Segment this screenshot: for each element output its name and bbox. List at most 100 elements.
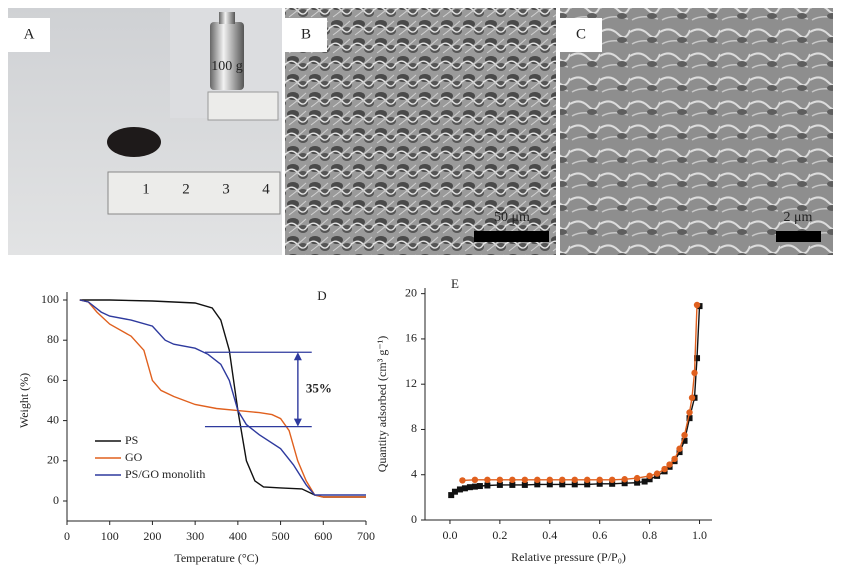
- data-point: [451, 488, 458, 495]
- data-point: [681, 437, 688, 444]
- x-tick-label: 200: [143, 529, 161, 543]
- data-point: [666, 461, 673, 468]
- x-axis-label: Relative pressure (P/P₀): [511, 550, 626, 564]
- y-tick-label: 40: [47, 412, 59, 426]
- data-point: [686, 415, 693, 422]
- data-point: [496, 481, 503, 488]
- legend-label: GO: [125, 450, 143, 464]
- data-point: [484, 476, 491, 484]
- data-point: [633, 474, 641, 482]
- arrow-head: [293, 418, 302, 427]
- y-axis-label: Quantity adsorbed (cm³ g⁻¹): [375, 336, 389, 473]
- data-point: [694, 355, 701, 362]
- data-point: [448, 492, 455, 499]
- y-tick-label: 100: [41, 292, 59, 306]
- x-tick-label: 0.2: [492, 528, 507, 542]
- data-point: [471, 483, 478, 490]
- photo-a: [8, 8, 282, 255]
- y-tick-label: 20: [47, 453, 59, 467]
- data-point: [461, 485, 468, 492]
- series-line: [79, 299, 366, 496]
- data-point: [653, 470, 661, 477]
- data-point: [584, 481, 591, 488]
- arrow-head: [293, 352, 302, 361]
- ruler-number: 1: [142, 181, 150, 197]
- data-point: [671, 455, 678, 463]
- x-tick-label: 100: [101, 529, 119, 543]
- series-line: [462, 304, 698, 482]
- chart-label: E: [451, 276, 459, 291]
- y-tick-label: 16: [405, 331, 417, 345]
- data-point: [546, 476, 553, 484]
- y-axis-label: Weight (%): [17, 373, 31, 428]
- data-point: [693, 301, 701, 309]
- scale-bar: [474, 231, 549, 242]
- panel-label: C: [576, 26, 586, 42]
- data-point: [509, 481, 516, 488]
- data-point: [521, 481, 528, 488]
- data-point: [608, 476, 616, 484]
- data-point: [456, 486, 463, 493]
- y-tick-label: 8: [411, 421, 417, 435]
- data-point: [459, 477, 466, 484]
- series-line: [450, 306, 701, 496]
- data-point: [534, 476, 541, 484]
- data-point: [646, 472, 653, 480]
- x-tick-label: 1.0: [692, 528, 707, 542]
- series-line: [79, 299, 366, 498]
- y-tick-label: 0: [411, 512, 417, 526]
- y-tick-label: 4: [411, 466, 417, 480]
- data-point: [534, 481, 541, 488]
- data-point: [521, 476, 529, 484]
- x-tick-label: 400: [229, 529, 247, 543]
- scale-label: 2 μm: [784, 210, 813, 225]
- legend-label: PS: [125, 433, 138, 447]
- data-point: [466, 484, 473, 491]
- x-tick-label: 0.4: [542, 528, 557, 542]
- data-point: [634, 479, 641, 486]
- data-point: [681, 431, 688, 439]
- data-point: [609, 480, 616, 487]
- weight-label: 100 g: [211, 59, 243, 74]
- annotation-text: 35%: [306, 380, 332, 395]
- data-point: [571, 476, 578, 484]
- data-point: [471, 476, 479, 484]
- ruler-number: 2: [182, 181, 190, 197]
- panel-label: B: [301, 26, 311, 42]
- data-point: [559, 476, 566, 484]
- ruler-number: 4: [262, 181, 270, 197]
- legend-label: PS/GO monolith: [125, 467, 205, 481]
- x-tick-label: 700: [357, 529, 375, 543]
- x-tick-label: 300: [186, 529, 204, 543]
- data-point: [621, 480, 628, 487]
- x-tick-label: 500: [272, 529, 290, 543]
- data-point: [676, 445, 683, 452]
- data-point: [484, 482, 491, 489]
- label-box: [560, 18, 602, 52]
- data-point: [559, 481, 566, 488]
- scale-bar: [776, 231, 821, 242]
- data-point: [646, 476, 653, 483]
- data-point: [621, 476, 628, 483]
- scale-label: 50 μm: [494, 210, 530, 225]
- x-axis-label: Temperature (°C): [174, 551, 258, 565]
- data-point: [546, 481, 553, 488]
- data-point: [596, 476, 603, 484]
- x-tick-label: 0.6: [592, 528, 607, 542]
- x-tick-label: 0: [64, 529, 70, 543]
- y-tick-label: 12: [405, 376, 417, 390]
- photo-b: [285, 8, 556, 255]
- data-point: [641, 478, 648, 485]
- label-box: [285, 18, 327, 52]
- data-point: [691, 369, 698, 377]
- data-point: [571, 481, 578, 488]
- y-tick-label: 20: [405, 285, 417, 299]
- data-point: [584, 476, 591, 484]
- chart-label: D: [317, 288, 326, 303]
- ruler-number: 3: [222, 181, 230, 197]
- series-line: [79, 299, 366, 498]
- y-tick-label: 0: [53, 493, 59, 507]
- data-point: [596, 480, 603, 487]
- photo-c: [560, 8, 833, 255]
